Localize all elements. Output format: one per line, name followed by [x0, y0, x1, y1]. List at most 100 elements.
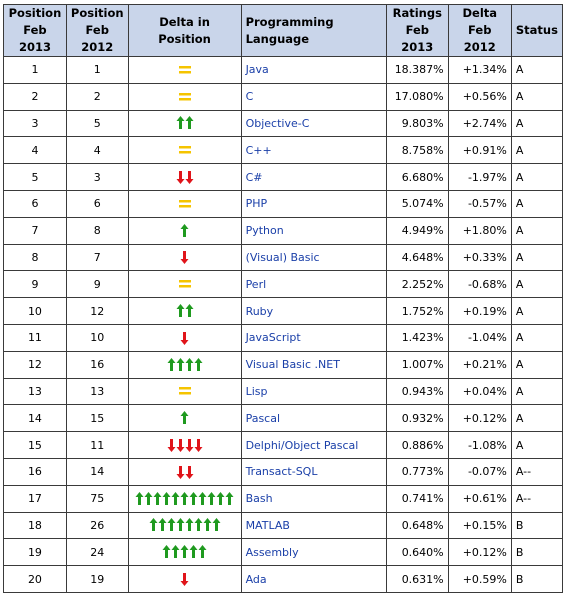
position-2013: 17: [3, 484, 67, 513]
status: A: [510, 82, 564, 111]
rating-delta: +2.74%: [447, 109, 512, 138]
delta-icon: [127, 323, 242, 352]
language-link[interactable]: MATLAB: [245, 518, 290, 532]
language-link[interactable]: Python: [245, 224, 284, 238]
header-row: Position Feb 2013 Position Feb 2012 Delt…: [3, 4, 564, 57]
language-link[interactable]: Objective-C: [245, 116, 310, 130]
language-link[interactable]: Transact-SQL: [245, 465, 318, 479]
rating-delta: +0.56%: [447, 82, 512, 111]
equal-bar: [178, 199, 191, 203]
language-cell: Assembly: [240, 538, 387, 567]
language-cell: C: [240, 82, 387, 111]
language-link[interactable]: Visual Basic .NET: [245, 358, 340, 372]
up-arrow: [149, 518, 158, 532]
rating-delta: +0.04%: [447, 377, 512, 406]
rating-delta: -0.07%: [447, 457, 512, 486]
position-2013: 19: [3, 538, 67, 567]
table-row: 12 16 Visual Basic .NET 1.007% +0.21% A: [3, 350, 564, 379]
table-row: 18 26 MATLAB 0.648% +0.15% B: [3, 511, 564, 540]
language-link[interactable]: Ada: [245, 572, 267, 586]
delta-graphic: [178, 65, 191, 74]
language-link[interactable]: Java: [245, 63, 269, 77]
status: A: [510, 270, 564, 299]
rating: 0.773%: [385, 457, 449, 486]
up-arrow: [189, 545, 198, 559]
header-cell: Status: [510, 4, 564, 57]
down-arrow: [176, 171, 185, 185]
equal-bar: [178, 392, 191, 395]
rating: 4.949%: [385, 216, 449, 245]
rating: 0.886%: [385, 431, 449, 459]
position-2012: 3: [65, 163, 129, 191]
delta-icon: [127, 109, 242, 138]
rating-delta: +0.21%: [447, 350, 512, 379]
language-link[interactable]: Ruby: [245, 304, 274, 318]
position-2013: 16: [3, 457, 67, 486]
rating: 0.741%: [385, 484, 449, 513]
delta-icon: [127, 431, 242, 459]
position-2012: 16: [65, 350, 129, 379]
down-arrow: [185, 171, 194, 185]
language-link[interactable]: PHP: [245, 197, 268, 211]
language-link[interactable]: C++: [245, 143, 272, 157]
status: A--: [510, 484, 564, 513]
position-2012: 1: [65, 56, 129, 84]
delta-icon: [127, 270, 242, 299]
rating-delta: +0.61%: [447, 484, 512, 513]
rating: 18.387%: [385, 56, 449, 84]
delta-graphic: [167, 439, 203, 453]
position-2013: 3: [3, 109, 67, 138]
language-link[interactable]: C: [245, 90, 254, 104]
equal-bar: [178, 146, 191, 149]
status: A: [510, 163, 564, 191]
table-row: 8 7 (Visual) Basic 4.648% +0.33% A: [3, 243, 564, 272]
rating: 4.648%: [385, 243, 449, 272]
position-2013: 8: [3, 243, 67, 272]
table-row: 16 14 Transact-SQL 0.773% -0.07% A--: [3, 457, 564, 486]
language-link[interactable]: Delphi/Object Pascal: [245, 438, 359, 452]
language-link[interactable]: Lisp: [245, 384, 268, 398]
delta-icon: [127, 404, 242, 433]
table-row: 20 19 Ada 0.631% +0.59% B: [3, 565, 564, 593]
up-arrow: [176, 116, 185, 130]
language-cell: Perl: [240, 270, 387, 299]
status: B: [510, 511, 564, 540]
rating-delta: +1.34%: [447, 56, 512, 84]
table-row: 19 24 Assembly 0.640% +0.12% B: [3, 538, 564, 567]
rating-delta: -0.57%: [447, 189, 512, 218]
position-2013: 2: [3, 82, 67, 111]
up-arrow: [180, 411, 189, 425]
delta-icon: [127, 377, 242, 406]
delta-icon: [127, 565, 242, 593]
delta-icon: [127, 538, 242, 567]
equal-bar: [178, 387, 191, 390]
rating: 6.680%: [385, 163, 449, 191]
down-arrow: [176, 439, 185, 453]
position-2012: 7: [65, 243, 129, 272]
delta-graphic: [178, 199, 191, 208]
table-row: 10 12 Ruby 1.752% +0.19% A: [3, 297, 564, 325]
delta-graphic: [176, 304, 194, 318]
up-arrow: [185, 116, 194, 130]
language-link[interactable]: Perl: [245, 277, 267, 291]
language-link[interactable]: C#: [245, 170, 263, 184]
language-link[interactable]: Pascal: [245, 411, 281, 425]
status: A: [510, 431, 564, 459]
delta-graphic: [178, 92, 191, 101]
equal-bar: [178, 285, 191, 288]
position-2013: 11: [3, 323, 67, 352]
table-body: 1 1 Java 18.387% +1.34% A 2 2 C 17.080% +0.56% A 3 5 O…: [3, 56, 564, 593]
equal-bar: [178, 92, 191, 96]
up-arrow: [153, 491, 162, 505]
language-link[interactable]: Assembly: [245, 545, 299, 559]
table-row: 7 8 Python 4.949% +1.80% A: [3, 216, 564, 245]
language-link[interactable]: (Visual) Basic: [245, 250, 320, 264]
equal-bar: [178, 204, 191, 208]
language-link[interactable]: Bash: [245, 492, 273, 506]
language-link[interactable]: JavaScript: [245, 331, 301, 345]
rating: 9.803%: [385, 109, 449, 138]
up-arrow: [194, 518, 203, 532]
position-2013: 4: [3, 136, 67, 165]
position-2012: 8: [65, 216, 129, 245]
